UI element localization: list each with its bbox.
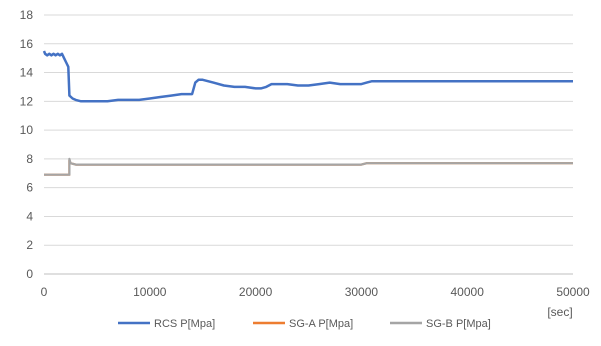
y-tick-label: 2 (26, 238, 33, 252)
legend-label: SG-B P[Mpa] (426, 318, 491, 330)
y-tick-label: 0 (26, 267, 33, 281)
y-tick-label: 18 (20, 8, 34, 22)
x-tick-label: 0 (41, 285, 48, 299)
y-tick-label: 12 (20, 94, 34, 108)
y-tick-label: 6 (26, 181, 33, 195)
y-tick-label: 4 (26, 209, 33, 223)
series-line-1 (42, 50, 573, 103)
y-tick-label: 14 (20, 66, 34, 80)
series-line-3 (44, 157, 573, 176)
legend: RCS P[Mpa] SG-A P[Mpa] SG-B P[Mpa] (118, 318, 491, 330)
tick-labels: 0 2 4 6 8 10 12 14 16 18 0 10000 20000 30000 40000 5000… (20, 8, 590, 299)
y-tick-label: 10 (20, 123, 34, 137)
y-tick-label: 8 (26, 152, 33, 166)
legend-label: RCS P[Mpa] (154, 318, 215, 330)
x-tick-label: 10000 (133, 285, 167, 299)
y-tick-label: 16 (20, 37, 34, 51)
x-tick-label: 30000 (345, 285, 379, 299)
x-axis-label: [sec] (547, 305, 572, 319)
gridlines (44, 14, 573, 246)
legend-label: SG-A P[Mpa] (289, 318, 353, 330)
x-tick-label: 20000 (239, 285, 273, 299)
x-tick-label: 50000 (556, 285, 590, 299)
x-tick-label: 40000 (451, 285, 485, 299)
series-lines (42, 50, 573, 176)
